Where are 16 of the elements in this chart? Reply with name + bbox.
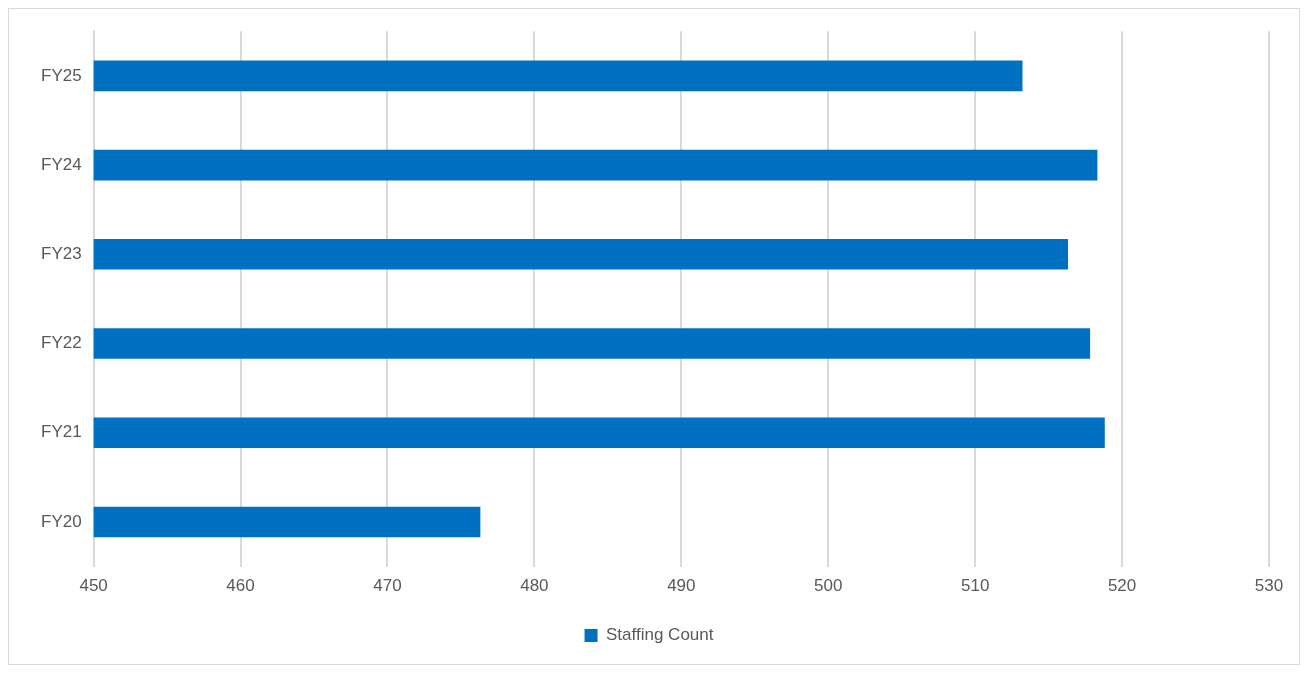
x-tick-label: 520 <box>1107 576 1137 596</box>
y-tick-label: FY24 <box>40 154 82 174</box>
x-tick-label: 530 <box>1254 576 1284 596</box>
y-tick-label: FY21 <box>40 422 82 442</box>
x-tick-label: 480 <box>520 576 549 596</box>
x-tick-label: 500 <box>814 576 843 596</box>
y-tick-label: FY20 <box>40 511 82 531</box>
x-tick-label: 460 <box>226 576 255 596</box>
y-tick-label: FY23 <box>40 243 82 263</box>
x-tick-label: 510 <box>960 576 990 596</box>
x-tick-label: 470 <box>373 576 402 596</box>
x-tick-label: 490 <box>667 576 696 596</box>
y-tick-label: FY22 <box>40 333 82 353</box>
y-tick-label: FY25 <box>40 65 82 85</box>
x-tick-label: 450 <box>79 576 108 596</box>
legend-label: Staffing Count <box>606 625 714 645</box>
